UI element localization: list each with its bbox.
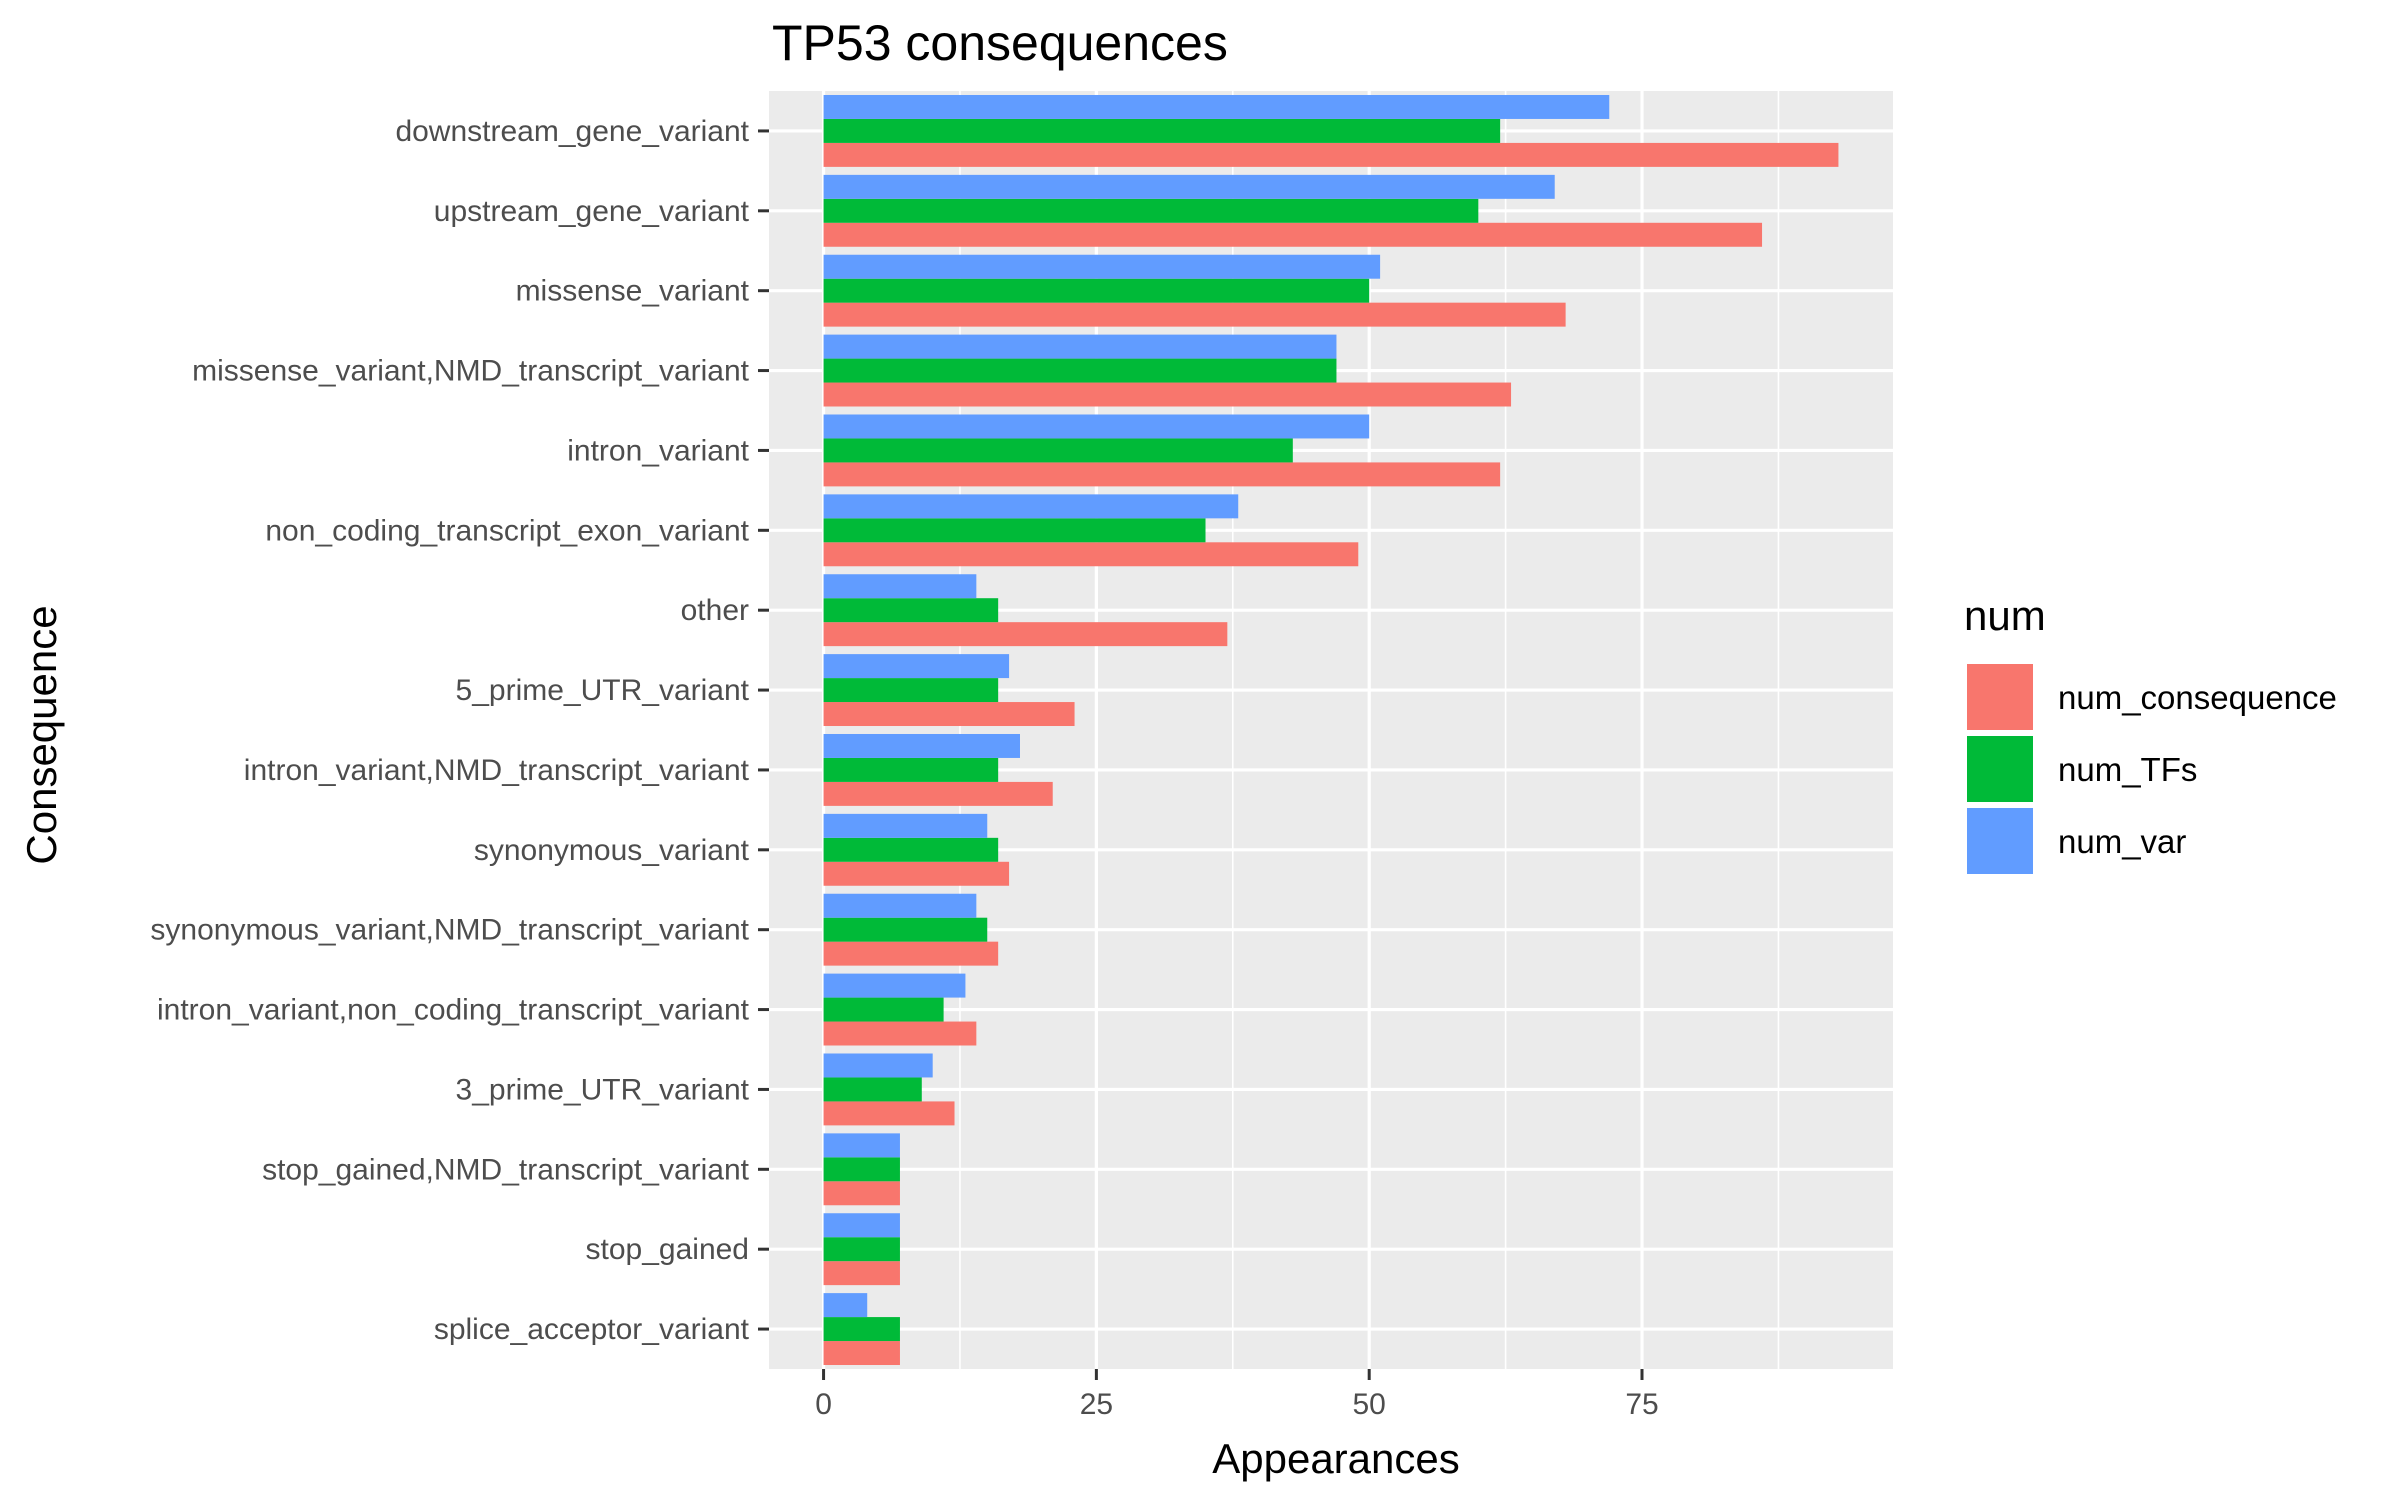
x-tick-label: 50	[1353, 1388, 1386, 1421]
bar-num_TFs	[823, 1077, 922, 1102]
bar-num_TFs	[823, 438, 1293, 463]
bar-num_consequence	[823, 142, 1839, 167]
bar-num_var	[823, 334, 1337, 359]
bar-num_TFs	[823, 757, 999, 782]
legend-label-num_consequence: num_consequence	[2058, 679, 2337, 716]
y-tick-label: splice_acceptor_variant	[434, 1313, 750, 1346]
bar-num_consequence	[823, 1341, 900, 1366]
bar-num_var	[823, 1293, 868, 1318]
legend: num num_consequence num_TFs num_var	[1964, 592, 2337, 876]
y-tick-label: upstream_gene_variant	[434, 195, 750, 228]
x-tick-label: 75	[1625, 1388, 1658, 1421]
bars	[823, 94, 1839, 1366]
bar-num_consequence	[823, 861, 1010, 886]
bar-num_var	[823, 174, 1555, 199]
bar-num_consequence	[823, 382, 1512, 407]
bar-num_TFs	[823, 1237, 900, 1262]
y-tick-label: other	[681, 594, 749, 627]
bar-num_consequence	[823, 462, 1501, 487]
y-tick-label: synonymous_variant,NMD_transcript_varian…	[150, 914, 749, 947]
bar-num_var	[823, 1053, 933, 1078]
bar-num_var	[823, 813, 988, 838]
bar-num_TFs	[823, 1157, 900, 1182]
legend-key-num_consequence	[1965, 662, 2035, 732]
bar-num_TFs	[823, 997, 944, 1022]
bar-num_var	[823, 254, 1381, 279]
bar-num_consequence	[823, 1261, 900, 1286]
bar-num_consequence	[823, 702, 1075, 727]
bar-num_consequence	[823, 222, 1763, 247]
bar-num_consequence	[823, 1021, 977, 1046]
y-tick-label: synonymous_variant	[474, 834, 750, 867]
legend-label-num_TFs: num_TFs	[2058, 751, 2197, 788]
y-tick-label: downstream_gene_variant	[395, 115, 749, 148]
legend-title: num	[1964, 592, 2046, 639]
legend-key-num_var	[1965, 806, 2035, 876]
y-tick-label: intron_variant,NMD_transcript_variant	[244, 754, 750, 787]
x-tick-label: 0	[815, 1388, 832, 1421]
bar-num_TFs	[823, 118, 1501, 143]
legend-label-num_var: num_var	[2058, 823, 2186, 860]
y-tick-label: missense_variant	[516, 275, 750, 308]
bar-num_consequence	[823, 781, 1053, 806]
bar-num_TFs	[823, 678, 999, 703]
y-tick-label: intron_variant	[567, 434, 749, 467]
bar-num_TFs	[823, 198, 1479, 223]
bar-num_var	[823, 654, 1010, 679]
bar-num_TFs	[823, 1317, 900, 1342]
legend-key-num_TFs	[1965, 734, 2035, 804]
bar-num_consequence	[823, 542, 1359, 567]
y-tick-label: non_coding_transcript_exon_variant	[265, 514, 749, 547]
bar-num_var	[823, 973, 966, 998]
bar-num_var	[823, 574, 977, 599]
bar-num_TFs	[823, 358, 1337, 383]
y-tick-label: 3_prime_UTR_variant	[456, 1073, 750, 1106]
chart-title: TP53 consequences	[772, 15, 1228, 71]
bar-num_var	[823, 414, 1370, 439]
bar-num_consequence	[823, 941, 999, 966]
y-tick-label: stop_gained	[586, 1233, 749, 1266]
y-axis-title: Consequence	[18, 605, 65, 864]
bar-num_var	[823, 494, 1239, 519]
bar-num_TFs	[823, 917, 988, 942]
y-tick-label: missense_variant,NMD_transcript_variant	[192, 355, 750, 388]
y-tick-label: stop_gained,NMD_transcript_variant	[262, 1153, 750, 1186]
x-tick-label: 25	[1080, 1388, 1113, 1421]
bar-num_TFs	[823, 278, 1370, 303]
y-tick-label: intron_variant,non_coding_transcript_var…	[157, 994, 750, 1027]
legend-items: num_consequence num_TFs num_var	[1965, 662, 2337, 876]
bar-num_TFs	[823, 837, 999, 862]
bar-num_consequence	[823, 302, 1566, 327]
y-tick-label: 5_prime_UTR_variant	[456, 674, 750, 707]
bar-num_var	[823, 893, 977, 918]
bar-num_TFs	[823, 518, 1206, 543]
bar-num_consequence	[823, 1181, 900, 1206]
bar-num_TFs	[823, 598, 999, 623]
x-axis: 0 25 50 75	[815, 1369, 1659, 1421]
bar-num_var	[823, 1213, 900, 1238]
bar-num_consequence	[823, 1101, 955, 1126]
bar-num_var	[823, 1133, 900, 1158]
bar-num_var	[823, 733, 1020, 758]
bar-num_var	[823, 94, 1610, 119]
bar-num_consequence	[823, 622, 1228, 647]
y-axis: downstream_gene_variant upstream_gene_var…	[150, 115, 769, 1346]
x-axis-title: Appearances	[1212, 1435, 1460, 1482]
